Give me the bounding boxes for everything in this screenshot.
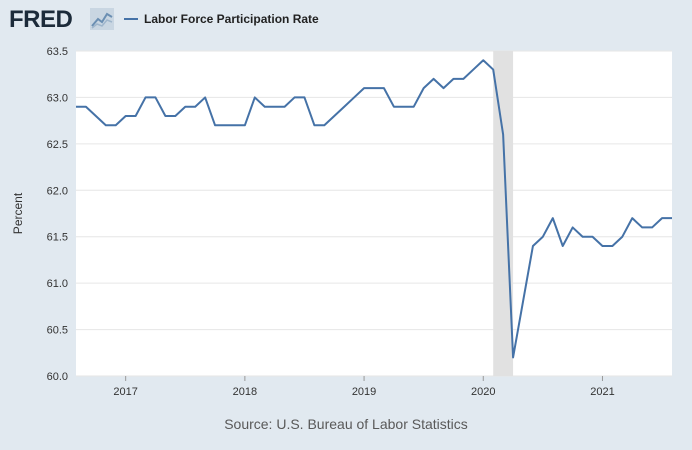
data-point[interactable] bbox=[321, 122, 327, 128]
data-point[interactable] bbox=[351, 94, 357, 100]
data-point[interactable] bbox=[391, 104, 397, 110]
y-tick-label: 62.0 bbox=[47, 185, 68, 197]
data-point[interactable] bbox=[182, 104, 188, 110]
data-point[interactable] bbox=[192, 104, 198, 110]
y-tick-label: 61.0 bbox=[47, 278, 68, 290]
data-point[interactable] bbox=[500, 132, 506, 138]
data-point[interactable] bbox=[649, 224, 655, 230]
data-point[interactable] bbox=[83, 104, 89, 110]
data-point[interactable] bbox=[202, 94, 208, 100]
data-point[interactable] bbox=[282, 104, 288, 110]
series-line-labor-force-participation-rate[interactable] bbox=[76, 59, 672, 359]
data-point[interactable] bbox=[490, 67, 496, 73]
legend-swatch bbox=[124, 18, 138, 20]
plot-area bbox=[76, 51, 672, 376]
data-point[interactable] bbox=[421, 85, 427, 91]
data-point[interactable] bbox=[162, 113, 168, 119]
y-tick-label: 60.0 bbox=[47, 371, 68, 383]
data-point[interactable] bbox=[470, 67, 476, 73]
x-tick-label: 2021 bbox=[590, 386, 614, 398]
x-tick-label: 2020 bbox=[471, 386, 495, 398]
data-point[interactable] bbox=[401, 104, 407, 110]
data-point[interactable] bbox=[590, 234, 596, 240]
source-note: Source: U.S. Bureau of Labor Statistics bbox=[224, 416, 468, 432]
data-point[interactable] bbox=[411, 104, 417, 110]
data-point[interactable] bbox=[232, 122, 238, 128]
data-point[interactable] bbox=[540, 234, 546, 240]
data-point[interactable] bbox=[659, 215, 665, 221]
data-point[interactable] bbox=[441, 85, 447, 91]
data-point[interactable] bbox=[172, 113, 178, 119]
data-point[interactable] bbox=[103, 122, 109, 128]
data-point[interactable] bbox=[599, 243, 605, 249]
data-point[interactable] bbox=[550, 215, 556, 221]
y-axis-tick-labels: 60.0 60.5 61.0 61.5 62.0 62.5 63.0 63.5 bbox=[47, 46, 68, 383]
data-point[interactable] bbox=[510, 354, 516, 360]
data-point[interactable] bbox=[252, 94, 258, 100]
data-point[interactable] bbox=[242, 122, 248, 128]
data-point[interactable] bbox=[371, 85, 377, 91]
x-tick-label: 2019 bbox=[352, 386, 376, 398]
data-point[interactable] bbox=[262, 104, 268, 110]
data-point[interactable] bbox=[530, 243, 536, 249]
data-point[interactable] bbox=[609, 243, 615, 249]
recession-shading bbox=[493, 51, 514, 376]
data-point[interactable] bbox=[143, 94, 149, 100]
grid-lines bbox=[76, 50, 672, 377]
data-point[interactable] bbox=[431, 76, 437, 82]
recession-band bbox=[493, 51, 514, 376]
data-point[interactable] bbox=[222, 122, 228, 128]
data-point[interactable] bbox=[292, 94, 298, 100]
y-tick-label: 62.5 bbox=[47, 139, 68, 151]
data-point[interactable] bbox=[123, 113, 129, 119]
data-point[interactable] bbox=[450, 76, 456, 82]
data-point[interactable] bbox=[361, 85, 367, 91]
data-point[interactable] bbox=[73, 104, 79, 110]
data-point[interactable] bbox=[619, 234, 625, 240]
y-tick-label: 61.5 bbox=[47, 232, 68, 244]
data-point[interactable] bbox=[560, 243, 566, 249]
data-point[interactable] bbox=[460, 76, 466, 82]
data-point[interactable] bbox=[212, 122, 218, 128]
fred-graph-icon bbox=[90, 8, 114, 30]
fred-logo[interactable]: FRED bbox=[9, 6, 73, 33]
data-point[interactable] bbox=[629, 215, 635, 221]
y-tick-label: 63.0 bbox=[47, 92, 68, 104]
y-tick-label: 63.5 bbox=[47, 46, 68, 58]
legend-label: Labor Force Participation Rate bbox=[144, 12, 319, 26]
data-point[interactable] bbox=[381, 85, 387, 91]
data-point[interactable] bbox=[520, 299, 526, 305]
chart-header: FRED Labor Force Participation Rate bbox=[0, 0, 692, 40]
data-point[interactable] bbox=[311, 122, 317, 128]
data-point[interactable] bbox=[301, 94, 307, 100]
data-point[interactable] bbox=[341, 104, 347, 110]
y-tick-label: 60.5 bbox=[47, 325, 68, 337]
data-point[interactable] bbox=[272, 104, 278, 110]
data-point[interactable] bbox=[639, 224, 645, 230]
data-point[interactable] bbox=[570, 224, 576, 230]
x-tick-label: 2018 bbox=[233, 386, 257, 398]
data-point[interactable] bbox=[669, 215, 675, 221]
legend[interactable]: Labor Force Participation Rate bbox=[124, 10, 319, 28]
data-point[interactable] bbox=[580, 234, 586, 240]
y-axis-label: Percent bbox=[11, 192, 25, 234]
data-point[interactable] bbox=[113, 122, 119, 128]
x-axis-tick-labels: 2017 2018 2019 2020 2021 bbox=[113, 376, 615, 398]
line-chart[interactable]: 60.060.561.061.562.062.563.063.5 2017 201… bbox=[0, 40, 692, 410]
data-point[interactable] bbox=[93, 113, 99, 119]
data-point[interactable] bbox=[331, 113, 337, 119]
data-point[interactable] bbox=[152, 94, 158, 100]
data-point[interactable] bbox=[480, 57, 486, 63]
x-tick-label: 2017 bbox=[113, 386, 137, 398]
data-point[interactable] bbox=[133, 113, 139, 119]
